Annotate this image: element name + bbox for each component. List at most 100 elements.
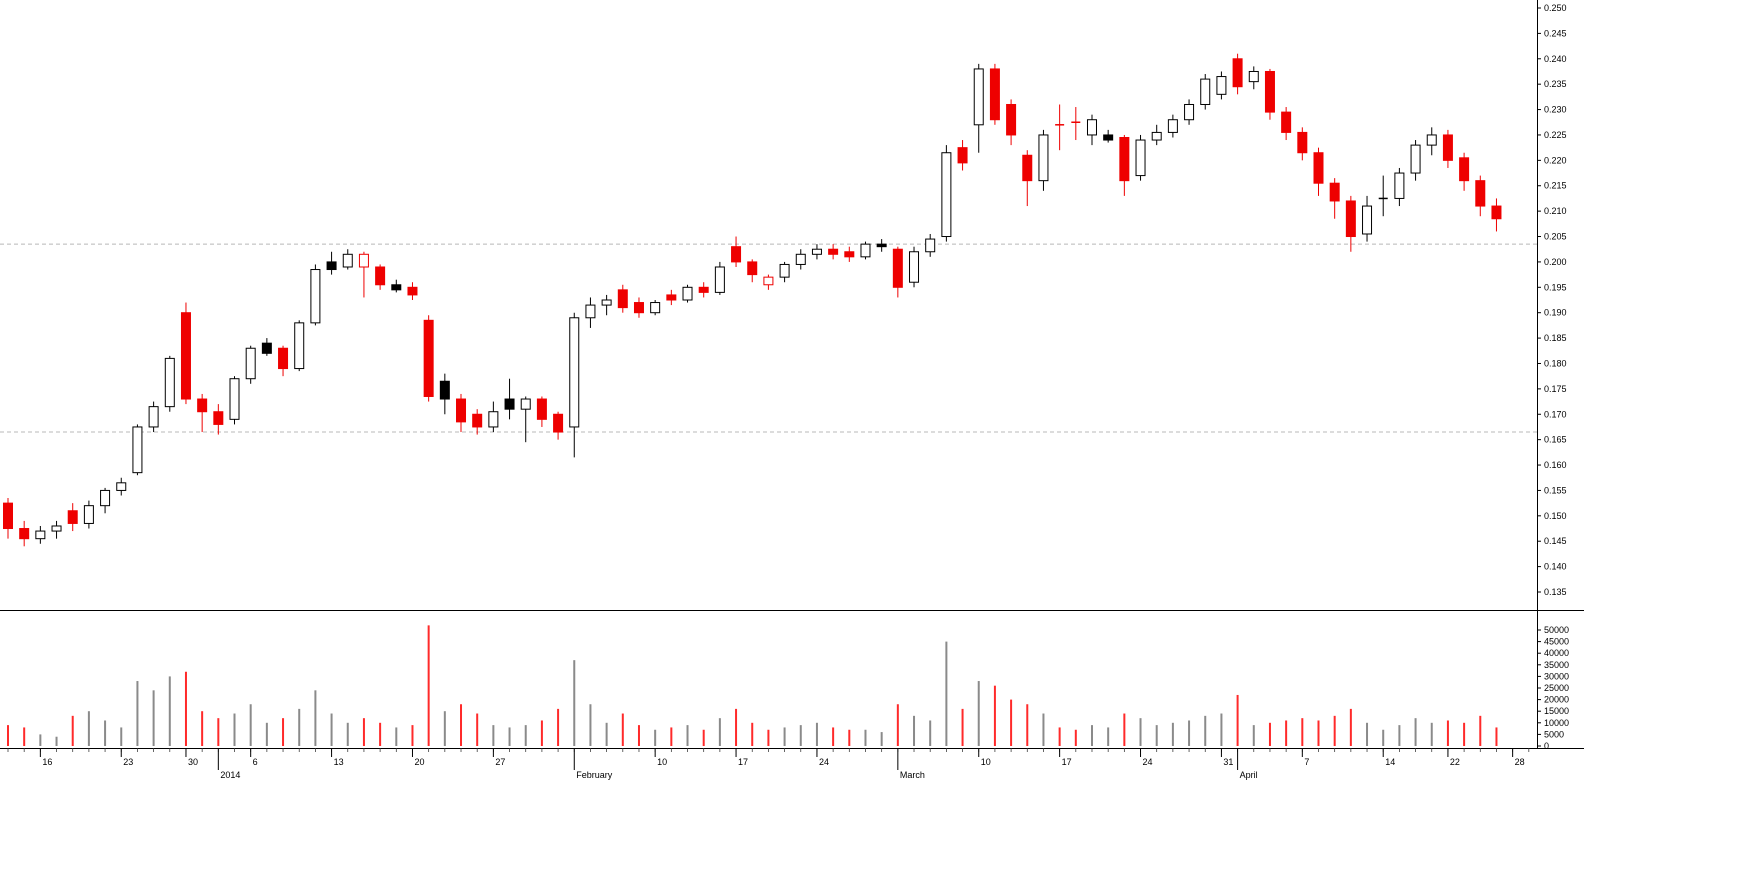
week-label: 10 (657, 757, 667, 767)
volume-bar (621, 713, 624, 746)
volume-bar (718, 718, 721, 746)
candle (67, 503, 78, 532)
volume-bar (913, 715, 916, 746)
week-label: 6 (253, 757, 258, 767)
volume-bar (55, 736, 58, 746)
volume-bar (945, 641, 948, 746)
volume-bar (460, 704, 463, 746)
volume-bar (799, 725, 802, 746)
candle (779, 261, 790, 283)
candle (407, 282, 418, 300)
week-label: 22 (1450, 757, 1460, 767)
candle (1410, 140, 1421, 181)
volume-bar (201, 711, 204, 746)
price-axis-label: 0.240 (1544, 54, 1567, 64)
volume-bar (39, 734, 42, 746)
price-axis-label: 0.220 (1544, 155, 1567, 165)
volume-bar (427, 625, 430, 746)
candle (553, 411, 564, 440)
volume-bar (443, 711, 446, 746)
price-axis-label: 0.205 (1544, 232, 1567, 242)
candle (1378, 175, 1388, 217)
plot-area[interactable] (0, 0, 1537, 746)
volume-bar (362, 718, 365, 746)
candle (536, 396, 547, 427)
month-label: April (1240, 770, 1258, 780)
price-axis-label: 0.160 (1544, 460, 1567, 470)
week-label: 30 (188, 757, 198, 767)
volume-axis-label: 25000 (1544, 683, 1569, 693)
volume-bar (961, 708, 964, 746)
candle (569, 312, 580, 458)
candle (585, 297, 596, 328)
volume-bar (1220, 713, 1223, 746)
volume-bar (282, 718, 285, 746)
candle (245, 345, 256, 384)
volume-bar (1463, 722, 1466, 746)
volume-bar (524, 725, 527, 746)
volume-bar (1495, 727, 1498, 746)
volume-bar (184, 671, 187, 746)
week-label: 31 (1223, 757, 1233, 767)
candle (180, 302, 191, 405)
candle (1103, 129, 1114, 143)
volume-bar (346, 722, 349, 746)
candle (1394, 167, 1405, 207)
candle (1135, 134, 1146, 181)
volume-bar (815, 722, 818, 746)
volume-bar (476, 713, 479, 746)
volume-bar (848, 729, 851, 746)
volume-bar (104, 720, 107, 746)
candle (1248, 66, 1259, 90)
volume-bar (265, 722, 268, 746)
candle (892, 246, 903, 298)
candle (682, 284, 693, 303)
candle (116, 477, 127, 496)
volume-bar (1058, 727, 1061, 746)
volume-bar (1236, 694, 1239, 746)
price-axis-label: 0.155 (1544, 485, 1567, 495)
price-axis-label: 0.175 (1544, 384, 1567, 394)
price-axis-label: 0.195 (1544, 282, 1567, 292)
volume-bar (411, 725, 414, 746)
volume-axis-label: 5000 (1544, 729, 1564, 739)
candle (278, 345, 289, 377)
volume-bar (540, 720, 543, 746)
volume-bar (832, 727, 835, 746)
week-label: 27 (495, 757, 505, 767)
candle (633, 297, 644, 318)
volume-bar (1446, 720, 1449, 746)
volume-bar (23, 727, 26, 746)
volume-bar (314, 690, 317, 746)
candle (164, 355, 175, 412)
month-label: March (900, 770, 925, 780)
candle (617, 284, 628, 313)
week-label: 10 (981, 757, 991, 767)
candle (326, 251, 337, 275)
volume-bar (1010, 699, 1013, 746)
candle (132, 424, 143, 476)
volume-bar (136, 681, 139, 746)
volume-bar (168, 676, 171, 746)
volume-bar (1430, 722, 1433, 746)
candle (375, 264, 386, 290)
week-label: 7 (1304, 757, 1309, 767)
candle (698, 282, 709, 298)
candle (989, 63, 1000, 125)
candle (261, 338, 272, 356)
candle (1151, 124, 1162, 146)
volume-bar (217, 718, 220, 746)
volume-axis-label: 50000 (1544, 625, 1569, 635)
volume-bar (1171, 722, 1174, 746)
candle (714, 261, 725, 295)
volume-bar (7, 725, 9, 746)
candle (520, 396, 531, 443)
week-label: 17 (738, 757, 748, 767)
volume-bar (605, 722, 608, 746)
volume-bar (1268, 722, 1271, 746)
volume-bar (1074, 729, 1077, 746)
volume-axis-label: 15000 (1544, 706, 1569, 716)
candle (439, 373, 450, 415)
